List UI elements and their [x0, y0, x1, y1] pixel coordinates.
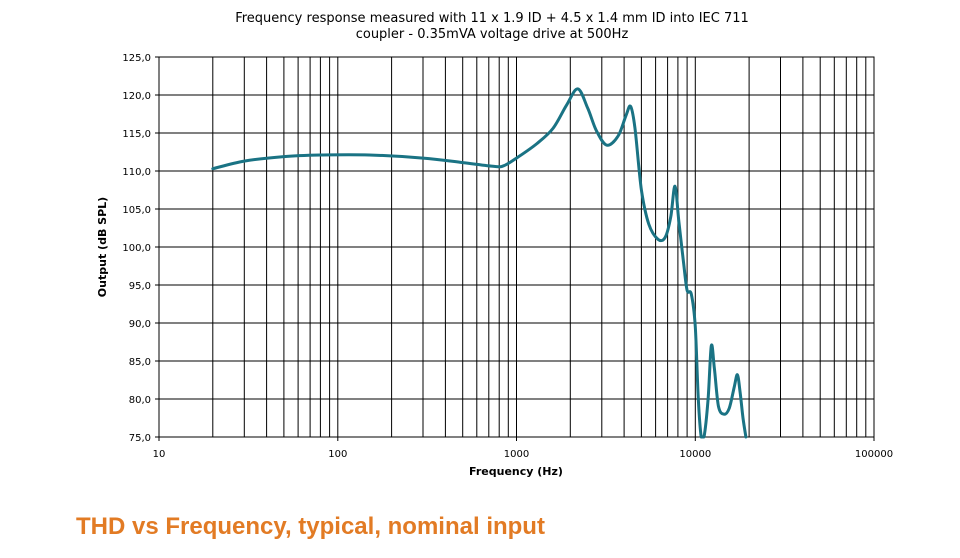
y-tick-label: 125,0 [122, 53, 151, 64]
x-tick-label: 100000 [855, 449, 893, 460]
y-tick-label: 100,0 [122, 243, 151, 254]
y-tick-label: 90,0 [129, 319, 151, 330]
y-tick-label: 115,0 [122, 129, 151, 140]
y-tick-label: 85,0 [129, 357, 151, 368]
x-tick-label: 10000 [679, 449, 711, 460]
response-curve [211, 87, 748, 439]
y-tick-labels: 75,0 80,0 85,0 90,0 95,0 100,0 105,0 110,0 115,0… [122, 53, 159, 444]
y-tick-label: 105,0 [122, 205, 151, 216]
y-tick-label: 110,0 [122, 167, 151, 178]
chart-title-line-1: Frequency response measured with 11 x 1.… [235, 11, 749, 26]
grid-lines [159, 56, 874, 438]
x-tick-label: 1000 [504, 449, 529, 460]
chart-title-line-2: coupler - 0.35mVA voltage drive at 500Hz [356, 27, 629, 42]
x-tick-label: 100 [328, 449, 347, 460]
y-tick-label: 80,0 [129, 395, 151, 406]
y-axis-label: Output (dB SPL) [96, 197, 109, 297]
x-tick-labels: 10 100 1000 10000 100000 [153, 437, 893, 460]
frequency-response-chart: Frequency response measured with 11 x 1.… [96, 11, 893, 478]
x-tick-label: 10 [153, 449, 166, 460]
x-axis-label: Frequency (Hz) [469, 465, 563, 478]
y-tick-label: 75,0 [129, 433, 151, 444]
y-tick-label: 120,0 [122, 91, 151, 102]
y-tick-label: 95,0 [129, 281, 151, 292]
slide-caption: THD vs Frequency, typical, nominal input [76, 513, 545, 540]
